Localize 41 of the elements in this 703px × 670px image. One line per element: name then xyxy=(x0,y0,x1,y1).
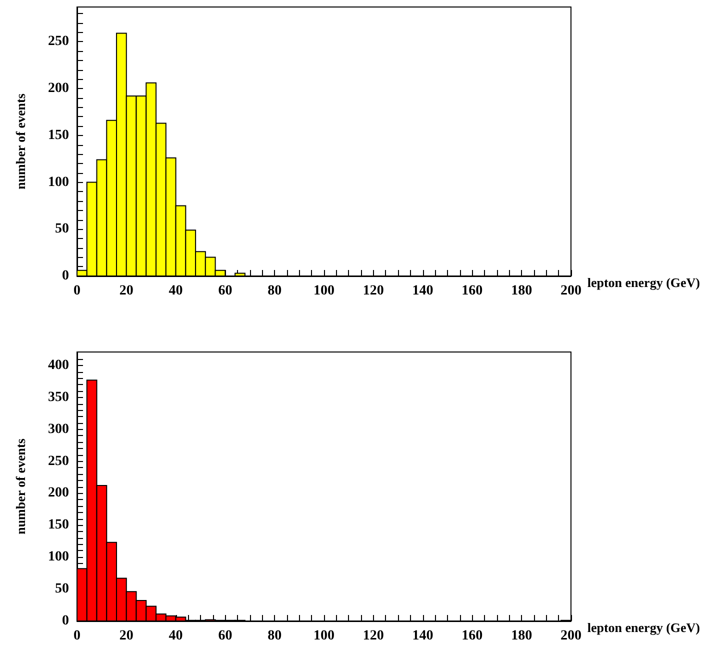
x-tick-label: 180 xyxy=(511,628,532,644)
x-tick-label: 20 xyxy=(119,284,134,298)
y-tick-label: 200 xyxy=(48,81,69,96)
x-tick-label: 180 xyxy=(511,284,532,298)
x-tick-label: 80 xyxy=(268,628,282,644)
x-tick-label: 160 xyxy=(462,628,483,644)
y-tick-label: 350 xyxy=(48,390,69,405)
x-tick-label: 140 xyxy=(412,628,434,644)
x-tick-label: 0 xyxy=(74,284,80,298)
x-tick-label: 60 xyxy=(218,284,232,298)
y-tick-label: 400 xyxy=(48,358,69,373)
x-tick-label: 120 xyxy=(362,284,384,298)
y-tick-label: 200 xyxy=(48,486,69,501)
x-axis-title: lepton energy (GeV) xyxy=(587,275,700,290)
x-tick-label: 100 xyxy=(313,628,334,644)
x-tick-label: 0 xyxy=(74,628,80,644)
y-tick-label: 0 xyxy=(62,268,69,284)
x-tick-label: 140 xyxy=(412,284,434,298)
y-tick-label: 250 xyxy=(48,34,69,50)
x-tick-label: 40 xyxy=(168,628,183,644)
y-axis-title: number of events xyxy=(13,94,28,190)
x-tick-label: 60 xyxy=(218,628,232,644)
y-tick-label: 100 xyxy=(48,550,69,565)
x-tick-label: 80 xyxy=(268,284,282,298)
x-axis-title: lepton energy (GeV) xyxy=(587,620,700,635)
x-tick-label: 200 xyxy=(560,628,582,644)
y-axis-title: number of events xyxy=(13,438,28,534)
y-tick-label: 250 xyxy=(48,454,69,469)
y-tick-label: 150 xyxy=(48,128,69,143)
x-tick-label: 20 xyxy=(119,628,134,644)
x-tick-label: 100 xyxy=(313,284,334,298)
y-tick-label: 0 xyxy=(62,614,69,628)
x-tick-label: 40 xyxy=(168,284,183,298)
y-tick-label: 150 xyxy=(48,518,69,533)
y-tick-label: 300 xyxy=(48,422,69,437)
y-tick-label: 50 xyxy=(55,222,69,237)
x-tick-label: 200 xyxy=(560,284,582,298)
x-tick-label: 160 xyxy=(462,284,483,298)
x-tick-label: 120 xyxy=(362,628,384,644)
y-tick-label: 100 xyxy=(48,174,69,190)
y-tick-label: 50 xyxy=(55,582,69,597)
